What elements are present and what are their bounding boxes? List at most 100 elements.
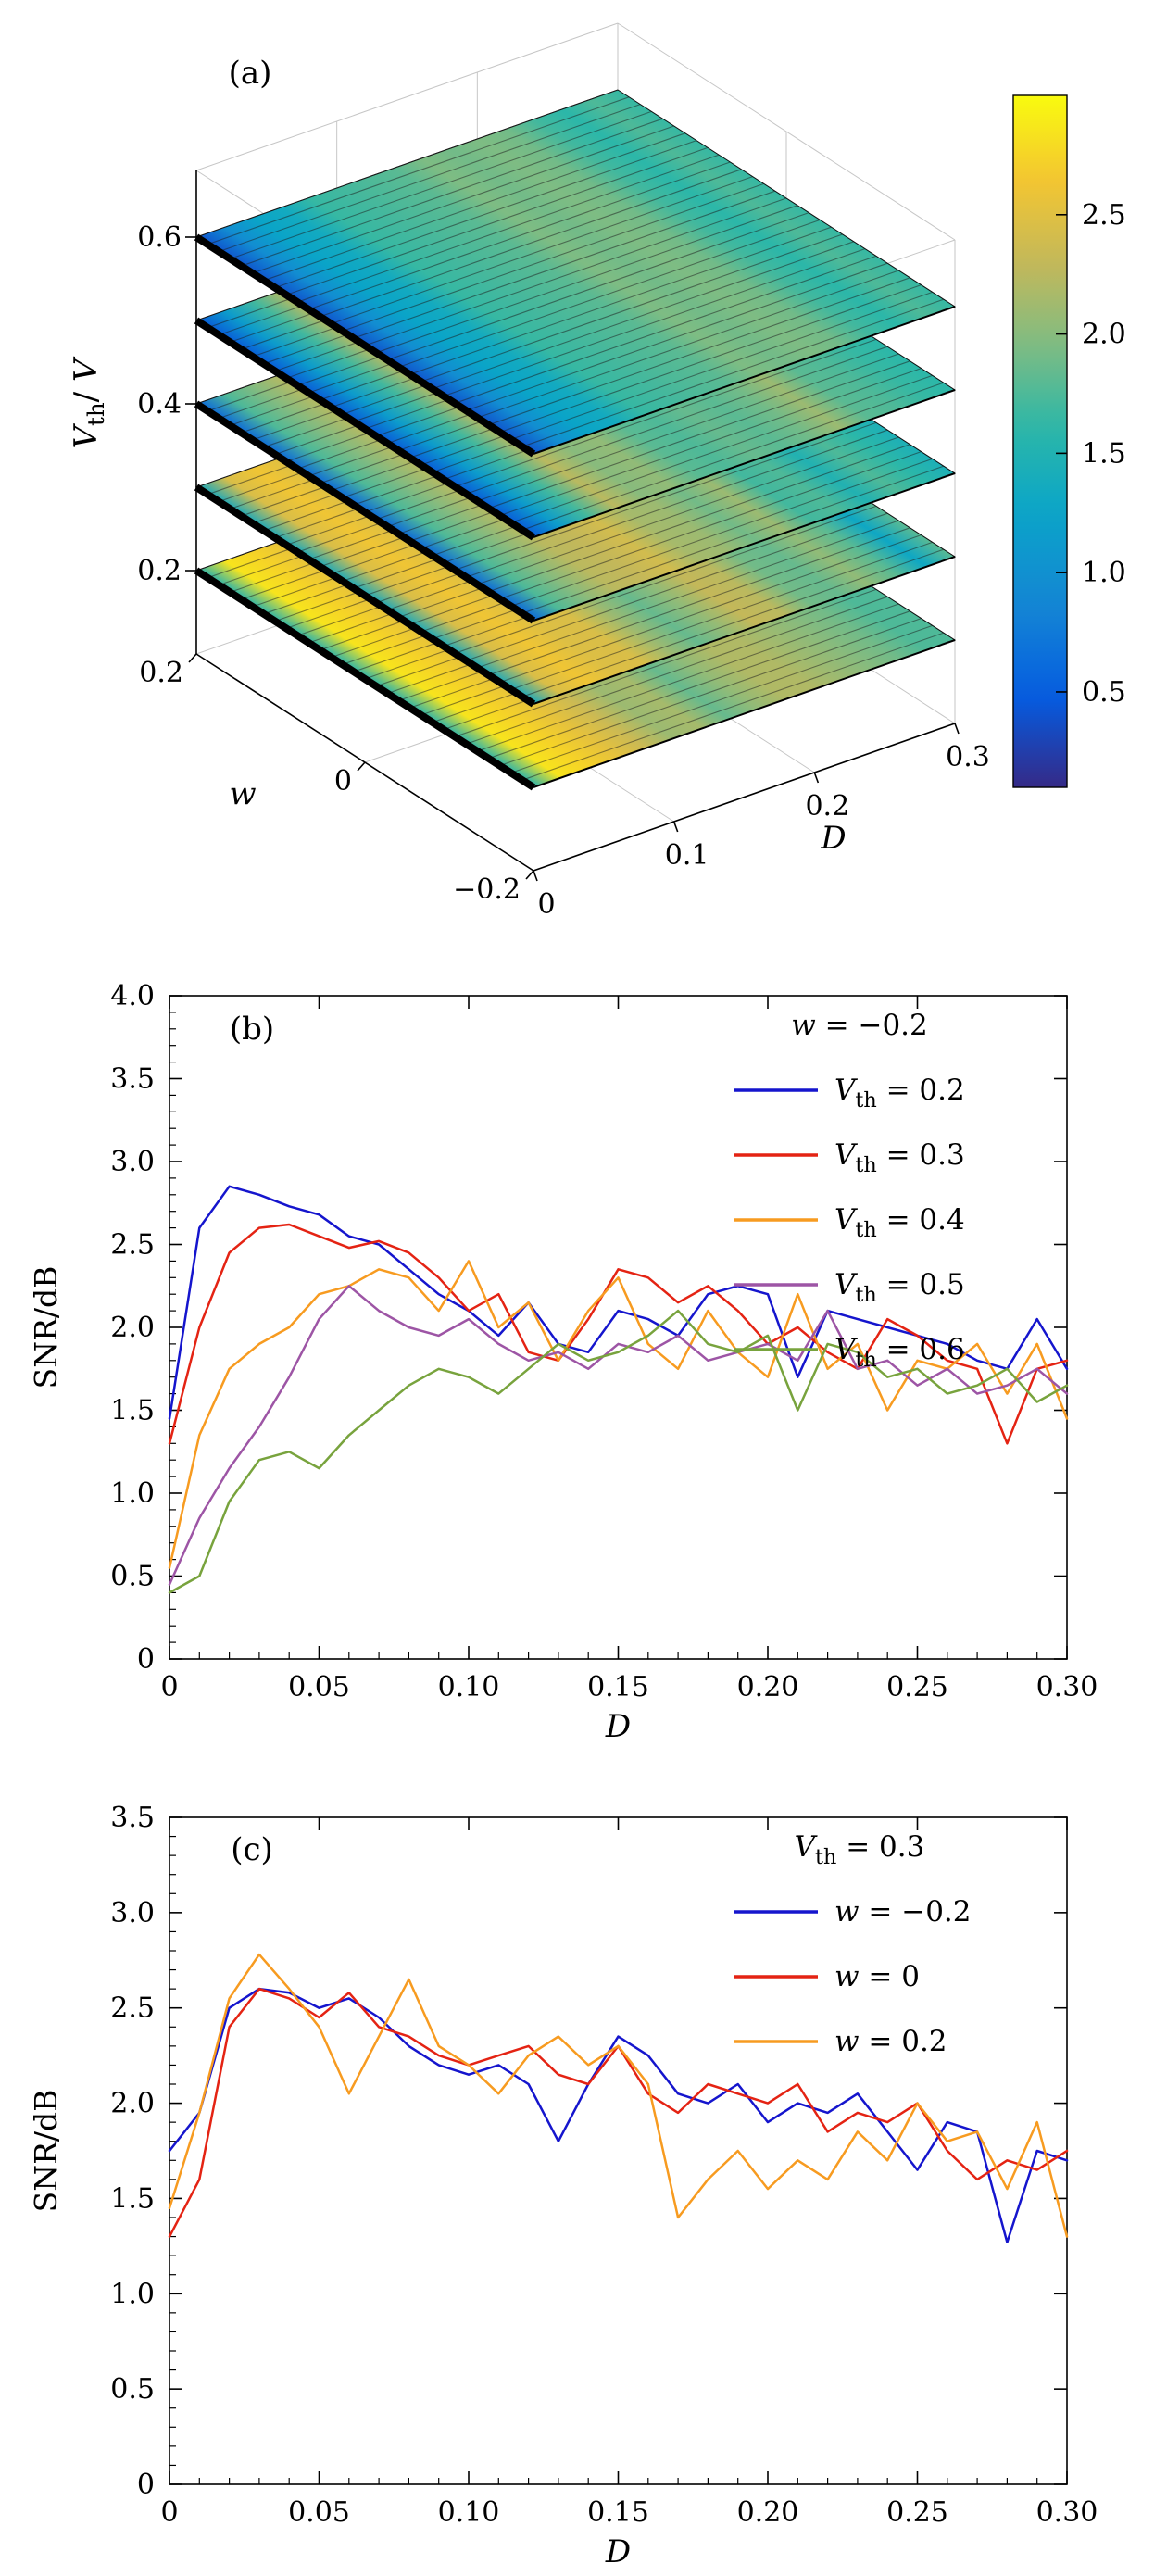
tick — [525, 870, 534, 880]
mesh-line — [510, 624, 933, 773]
y-tick-label: 1.5 — [110, 2182, 155, 2215]
mesh-line — [274, 140, 697, 289]
mesh-line — [477, 436, 899, 585]
y-tick-label: 0 — [137, 1643, 155, 1676]
mesh-line — [230, 110, 652, 259]
mesh-line — [466, 346, 888, 495]
d-axis — [533, 723, 956, 872]
mesh-line — [195, 89, 619, 238]
mesh-line — [398, 219, 821, 368]
mesh-line — [252, 125, 674, 274]
mesh-line — [510, 374, 933, 523]
x-tick-label: 0.30 — [1036, 1671, 1098, 1703]
x-tick-label: 0.25 — [886, 2496, 948, 2529]
y-tick-label: 3.0 — [110, 1897, 155, 1929]
y-tick-label: 2.5 — [110, 1229, 155, 1262]
x-tick-label: 0.10 — [438, 2496, 500, 2529]
mesh-line — [387, 212, 809, 361]
tick — [188, 653, 197, 663]
colorbar-tick-label: 2.5 — [1082, 199, 1126, 232]
colorbar-tick-label: 1.5 — [1082, 437, 1126, 470]
legend-entry-label: Vth = 0.3 — [834, 1138, 965, 1177]
x-tick-label: 0.20 — [737, 1671, 799, 1703]
mesh-line — [466, 596, 888, 745]
z-tick-label: 0.2 — [137, 555, 182, 587]
mesh-line — [443, 248, 866, 397]
legend-title: w = −0.2 — [791, 1009, 928, 1042]
mesh-line — [488, 527, 910, 676]
z-tick-label: 0.4 — [137, 388, 182, 421]
tick — [357, 761, 366, 772]
d-tick-label: 0.3 — [946, 741, 990, 773]
mesh-line — [466, 512, 888, 661]
mesh-line — [477, 603, 899, 752]
series-line — [168, 1285, 1069, 1586]
mesh-line — [454, 255, 877, 404]
tick — [954, 723, 960, 735]
mesh-line — [219, 104, 641, 253]
colorbar — [1012, 94, 1068, 788]
mesh-line — [375, 205, 798, 354]
tick — [533, 870, 538, 882]
mesh-line — [308, 161, 731, 310]
mesh-line — [466, 429, 888, 578]
y-tick-label: 0 — [137, 2469, 155, 2501]
y-tick-label: 1.5 — [110, 1395, 155, 1427]
x-tick-label: 0.05 — [288, 1671, 350, 1703]
mesh-line — [320, 169, 742, 318]
x-tick-label: 0.15 — [587, 1671, 649, 1703]
slice-thick-edge — [194, 484, 536, 708]
legend-entry-label: w = 0 — [834, 1960, 920, 1993]
mesh-line — [477, 353, 899, 502]
x-tick-label: 0.30 — [1036, 2496, 1098, 2529]
d-tick-label: 0.2 — [805, 790, 849, 823]
series-line — [168, 1987, 1069, 2243]
z-tick-label: 0.6 — [137, 221, 182, 254]
legend-title: Vth = 0.3 — [795, 1830, 925, 1869]
panel-a-3d-plot: 0 0.1 0.2 0.3 −0.2 0 0.2 0.2 0.4 0.6 w D Vth/ V (a) 0.… — [68, 22, 1126, 917]
x-tick-label: 0 — [160, 2496, 178, 2529]
y-tick-label: 3.0 — [110, 1146, 155, 1178]
x-tick-label: 0.10 — [438, 1671, 500, 1703]
mesh-line — [488, 610, 910, 760]
mesh-line — [454, 421, 877, 571]
y-tick-label: 3.5 — [110, 1802, 155, 1834]
tick — [813, 772, 820, 784]
y-tick-label: 0.5 — [110, 2373, 155, 2406]
panel-letter: (c) — [231, 1831, 273, 1868]
mesh-line — [454, 505, 877, 654]
y-tick-label: 3.5 — [110, 1063, 155, 1096]
mesh-line — [488, 277, 910, 426]
panel-b: 0 0.05 0.10 0.15 0.20 0.25 0.30 0 0.5 1.0 1.5 2.0 2.… — [0, 917, 1167, 1741]
mesh-line — [521, 465, 945, 614]
slice-front-edge — [533, 306, 956, 455]
y-tick-label: 2.0 — [110, 2088, 155, 2120]
y-tick-label: 0.5 — [110, 1561, 155, 1593]
d-tick-label: 0.1 — [665, 839, 709, 872]
x-tick-label: 0.15 — [587, 2496, 649, 2529]
mesh-line — [342, 182, 764, 332]
mesh-line — [521, 382, 945, 531]
series-line — [168, 1953, 1069, 2238]
mesh-line — [454, 338, 877, 487]
mesh-line — [499, 451, 922, 600]
w-tick-label: 0.2 — [139, 657, 183, 689]
legend-entry-label: Vth = 0.6 — [834, 1333, 965, 1372]
mesh-line — [488, 360, 910, 509]
x-tick-label: 0 — [160, 1671, 178, 1703]
w-tick-label: 0 — [334, 765, 352, 798]
mesh-line — [499, 534, 922, 684]
y-tick-label: 4.0 — [110, 980, 155, 1012]
y-tick-label: 1.0 — [110, 2278, 155, 2310]
mesh-line — [477, 270, 899, 419]
mesh-line — [521, 298, 945, 447]
mesh-line — [510, 541, 933, 690]
mesh-line — [510, 458, 933, 607]
slice-front-edge — [533, 472, 956, 622]
d-axis-label: D — [820, 820, 846, 857]
legend-entry-label: Vth = 0.4 — [834, 1203, 965, 1242]
mesh-line — [263, 132, 685, 282]
mesh-line — [466, 262, 888, 411]
mesh-line — [477, 520, 899, 669]
x-axis-label: D — [605, 1708, 631, 1741]
